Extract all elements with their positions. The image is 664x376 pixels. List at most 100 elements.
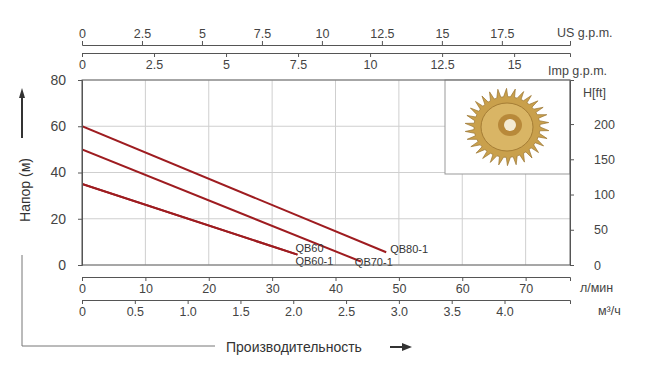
tick: 15 (435, 27, 449, 45)
impeller-picture (445, 80, 570, 174)
tick-mark (142, 41, 143, 45)
tick-label: 60 (456, 282, 470, 296)
tick-label: 5 (223, 58, 230, 72)
tick-label: 0 (79, 282, 86, 296)
tick-mark (570, 265, 574, 266)
tick-mark (298, 53, 299, 57)
tick: 20 (202, 277, 216, 296)
arrow (19, 88, 25, 98)
series-label: QB80-1 (390, 243, 428, 255)
tick-label: 3.5 (444, 305, 461, 319)
tick-mark (370, 53, 371, 57)
tick-label: 10 (315, 27, 329, 41)
tick-label: 0 (79, 27, 86, 41)
axis-title: US g.p.m. (557, 26, 613, 40)
tick: 3.5 (444, 300, 461, 319)
tick-mark (442, 41, 443, 45)
inset-frame (445, 80, 570, 174)
tick: 70 (519, 277, 533, 296)
tick: 50 (392, 277, 406, 296)
tick: 0 (570, 259, 601, 273)
tick-mark (570, 195, 574, 196)
tick: 20 (50, 211, 82, 227)
tick: 0 (79, 53, 86, 72)
tick-mark (209, 277, 210, 281)
tick: 7.5 (254, 27, 271, 45)
tick-label: 15 (435, 27, 449, 41)
plot-frame (82, 80, 570, 265)
tick-mark (452, 300, 453, 304)
tick-label: 60 (50, 118, 66, 134)
tick: 10 (364, 53, 378, 72)
tick-label: 7.5 (254, 27, 271, 41)
series-line (82, 126, 386, 252)
tick-label: 10 (139, 282, 153, 296)
tick-mark (240, 300, 241, 304)
x4-axis-line (83, 301, 571, 305)
tick: 2.0 (285, 300, 302, 319)
tick-mark (135, 300, 136, 304)
series-line (82, 184, 297, 255)
axis-title: м³/ч (598, 304, 621, 318)
tick-label: 0 (594, 259, 601, 273)
axis-title: Imp g.p.m. (548, 64, 607, 78)
tick-label: 1.0 (179, 305, 196, 319)
axis-title: л/мин (580, 281, 613, 295)
tick: 1.0 (179, 300, 196, 319)
tick: 0 (79, 277, 86, 296)
tick-label: 50 (594, 223, 608, 237)
grid (82, 80, 570, 265)
axis-decoration (19, 88, 412, 351)
tick: 7.5 (290, 53, 307, 72)
tick-mark (82, 41, 83, 45)
tick: 0 (79, 27, 86, 45)
y-axis-line (78, 81, 83, 266)
impeller-blades (465, 88, 549, 165)
grid-line (82, 218, 570, 219)
tick-mark (570, 230, 574, 231)
series-label: QB70-1 (355, 256, 393, 268)
arrow-shaft (21, 98, 23, 138)
tick-label: 100 (594, 188, 615, 202)
tick: 100 (570, 188, 615, 202)
tick-mark (570, 159, 574, 160)
tick-label: 3.0 (391, 305, 408, 319)
tick: 15 (508, 53, 522, 72)
tick: 50 (570, 223, 608, 237)
tick-mark (293, 300, 294, 304)
tick-mark (78, 219, 82, 220)
tick-label: 20 (202, 282, 216, 296)
tick-mark (346, 300, 347, 304)
tick-label: 12.5 (430, 58, 454, 72)
tick-mark (526, 277, 527, 281)
tick: 0 (79, 300, 86, 319)
series-labels: QB60QB60-1QB70-1QB80-1 (295, 242, 428, 268)
x-title: Производительность (226, 339, 362, 355)
tick-label: 40 (50, 164, 66, 180)
impeller-disk (481, 103, 533, 151)
frame-line (22, 255, 215, 346)
tick-mark (336, 277, 337, 281)
tick: 12.5 (370, 27, 394, 45)
tick-label: 15 (508, 58, 522, 72)
tick-mark (505, 300, 506, 304)
tick-mark (570, 124, 574, 125)
tick-label: 1.5 (232, 305, 249, 319)
tick-mark (399, 277, 400, 281)
tick-label: 0.5 (127, 305, 144, 319)
tick-label: 200 (594, 118, 615, 132)
tick-mark (514, 53, 515, 57)
tick-mark (78, 173, 82, 174)
y-axis: 020406080 (50, 72, 82, 273)
tick-label: 40 (329, 282, 343, 296)
tick-label: 20 (50, 211, 66, 227)
tick: 40 (329, 277, 343, 296)
tick-mark (78, 126, 82, 127)
x2-axis: 02.557.51012.51517.5 (79, 27, 570, 46)
tick-label: 7.5 (290, 58, 307, 72)
tick-mark (154, 53, 155, 57)
impeller-hole (504, 119, 516, 131)
tick: 4.0 (496, 300, 513, 319)
impeller-hub (498, 114, 522, 136)
tick-label: 2.5 (146, 58, 163, 72)
